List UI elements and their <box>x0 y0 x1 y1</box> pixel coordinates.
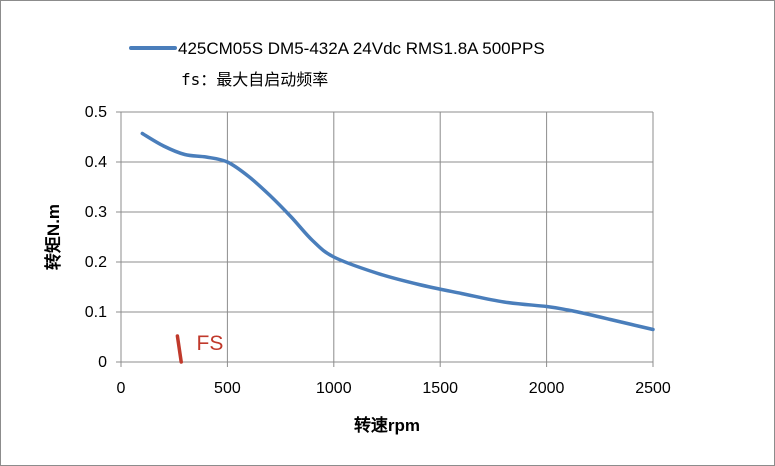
x-tick-label: 500 <box>214 380 241 397</box>
x-tick-label: 0 <box>117 380 126 397</box>
x-axis-title: 转速rpm <box>354 415 420 435</box>
legend-note: fs：最大自启动频率 <box>181 70 328 89</box>
series <box>140 131 655 332</box>
y-tick-label: 0.5 <box>85 104 107 121</box>
y-axis-title: 转矩N.m <box>43 204 63 270</box>
x-tick-label: 1000 <box>316 380 352 397</box>
annotation: FS <box>175 332 224 364</box>
legend-label: 425CM05S DM5-432A 24Vdc RMS1.8A 500PPS <box>178 39 545 58</box>
y-tick-label: 0.1 <box>85 304 107 321</box>
fs-marker <box>175 334 183 364</box>
y-tick-label: 0.2 <box>85 254 107 271</box>
x-tick-label: 2500 <box>635 380 671 397</box>
y-tick-label: 0.3 <box>85 204 107 221</box>
x-tick-label: 2000 <box>529 380 565 397</box>
legend: 425CM05S DM5-432A 24Vdc RMS1.8A 500PPS f… <box>129 39 545 89</box>
axes <box>116 111 654 367</box>
y-tick-label: 0 <box>98 354 107 371</box>
fs-label: FS <box>197 332 224 355</box>
x-tick-label: 1500 <box>422 380 458 397</box>
y-tick-label: 0.4 <box>85 154 107 171</box>
tick-labels: 0 0.1 0.2 0.3 0.4 0.5 0 500 1000 1500 2000 2500 <box>85 104 671 397</box>
series-line <box>140 131 655 332</box>
grid <box>121 111 654 362</box>
